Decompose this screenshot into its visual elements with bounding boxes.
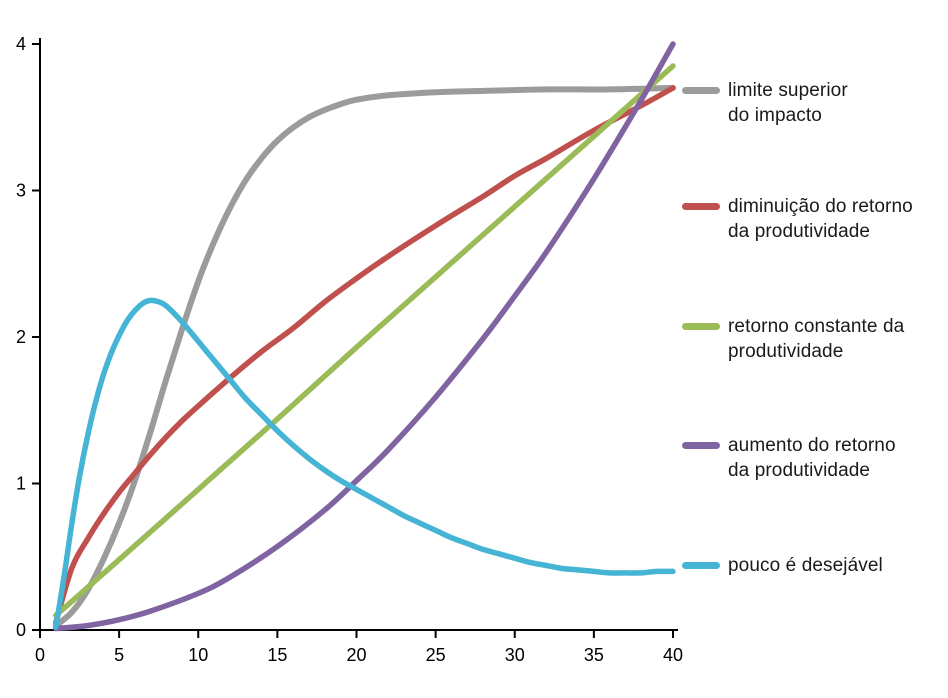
series-curve-1 [52,84,676,629]
legend-line-swatch [682,562,720,569]
legend-label: aumento do retorno da produtividade [728,435,896,481]
legend-label: pouco é desejável [728,555,883,576]
legend-line-swatch [682,442,720,449]
legend-item-4: aumento do retorno da produtividade [682,433,896,483]
y-axis-tick-label: 1 [16,474,26,494]
y-axis-tick-label: 3 [16,181,26,201]
legend-line-swatch [682,87,720,94]
legend-item-1: limite superior do impacto [682,78,848,128]
x-axis-tick-label: 0 [35,645,45,665]
legend-label: retorno constante da produtividade [728,316,905,362]
legend-label: limite superior do impacto [728,80,848,126]
y-axis-tick-label: 4 [16,34,26,54]
x-axis-tick-label: 40 [663,645,683,665]
legend-item-3: retorno constante da produtividade [682,314,904,364]
y-axis-tick-label: 0 [16,620,26,640]
legend-line-swatch [682,323,720,330]
x-axis-tick-label: 10 [188,645,208,665]
x-axis-tick-label: 15 [267,645,287,665]
y-axis-tick-label: 2 [16,327,26,347]
x-axis-tick-label: 35 [584,645,604,665]
legend-item-2: diminuição do retorno da produtividade [682,194,913,244]
series-curve-4 [53,41,676,632]
legend-label: diminuição do retorno da produtividade [728,196,913,242]
x-axis-tick-label: 25 [426,645,446,665]
x-axis-tick-label: 30 [505,645,525,665]
series-curve-3 [53,63,676,619]
series-curve-2 [53,85,676,626]
x-axis-tick-label: 5 [114,645,124,665]
x-axis-tick-label: 20 [346,645,366,665]
legend-item-5: pouco é desejável [682,553,883,578]
legend-line-swatch [682,203,720,210]
series-curve-5 [53,297,676,630]
